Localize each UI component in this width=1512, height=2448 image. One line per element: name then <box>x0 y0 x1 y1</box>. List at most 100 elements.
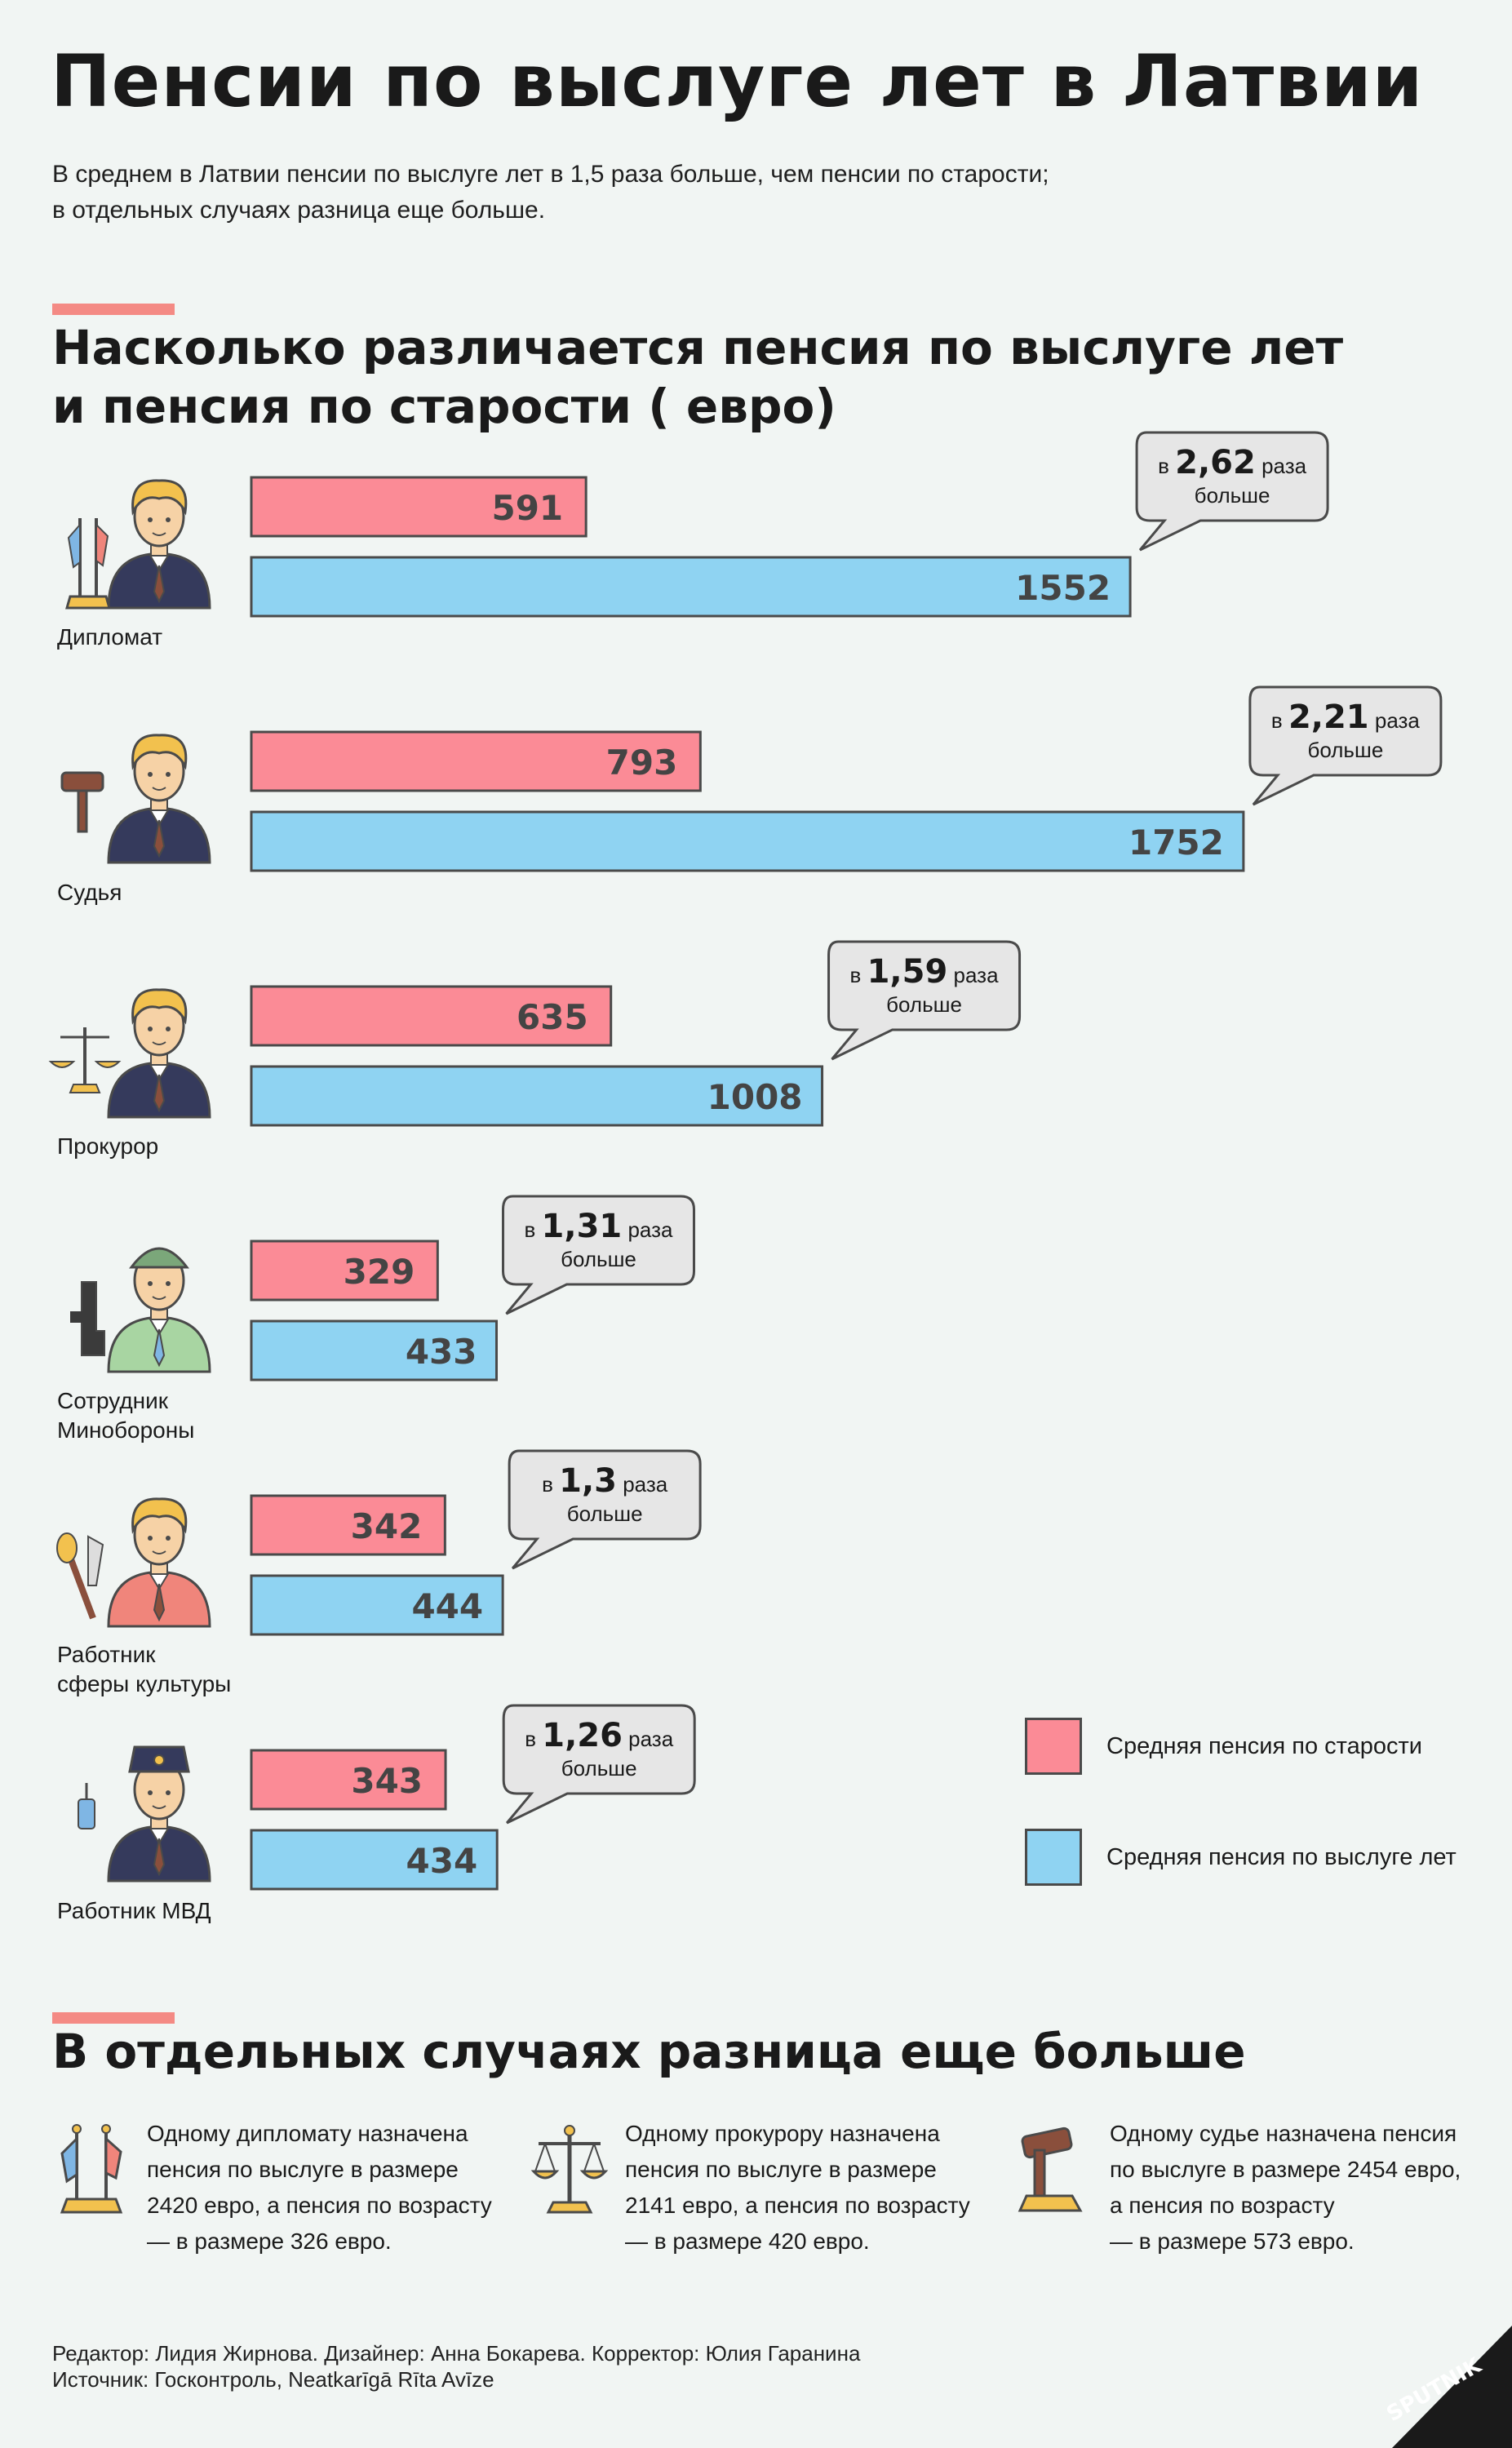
bar-service <box>250 810 1245 872</box>
category-label: Судья <box>57 880 122 905</box>
section2-title: В отдельных случаях разница еще больше <box>52 2024 1246 2079</box>
ratio-callout <box>1135 431 1329 552</box>
bar-value-label: 1752 <box>1128 823 1224 863</box>
case-line: Одному судье назначена пенсия <box>1110 2121 1457 2146</box>
legend-swatch-old-age <box>1025 1718 1082 1775</box>
subtitle-line: В среднем в Латвии пенсии по выслуге лет… <box>52 161 1049 188</box>
bar-old-age <box>250 730 702 792</box>
legend-item-service: Средняя пенсия по выслуге лет <box>1025 1829 1457 1886</box>
bar-old-age <box>250 1749 447 1811</box>
case-line: Одному прокурору назначена <box>625 2121 940 2146</box>
category-label: Дипломат <box>57 624 162 650</box>
case-line: 2141 евро, а пенсия по возрасту <box>625 2193 970 2218</box>
ratio-callout <box>1248 685 1443 806</box>
ratio-line2: больше <box>567 1501 643 1526</box>
legend-label: Средняя пенсия по выслуге лет <box>1106 1843 1457 1870</box>
category-label: Прокурор <box>57 1133 158 1159</box>
case-line: 2420 евро, а пенсия по возрасту <box>147 2193 492 2218</box>
bar-value-label: 434 <box>406 1841 478 1881</box>
ratio-label: в 2,21 раза <box>1271 698 1421 736</box>
bar-service <box>250 1319 499 1381</box>
case-line: по выслуге в размере 2454 евро, <box>1110 2157 1461 2182</box>
ratio-callout <box>502 1195 696 1315</box>
case-line: — в размере 420 евро. <box>625 2228 870 2254</box>
case-line: — в размере 573 евро. <box>1110 2228 1355 2254</box>
case-text: Одному дипломату назначена пенсия по выс… <box>147 2116 522 2260</box>
legend-item-old-age: Средняя пенсия по старости <box>1025 1718 1422 1775</box>
case-line: а пенсия по возрасту <box>1110 2193 1335 2218</box>
brush-icon <box>56 1532 104 1620</box>
subtitle-line: в отдельных случаях разница еще больше. <box>52 197 546 224</box>
ratio-line2: больше <box>561 1247 636 1271</box>
case-line: — в размере 326 евро. <box>147 2228 392 2254</box>
ratio-line2: больше <box>1195 483 1270 508</box>
category-label: Сотрудник <box>57 1388 169 1413</box>
ratio-line2: больше <box>886 992 962 1017</box>
bar-service <box>250 556 1132 618</box>
prosecutor-avatar-icon <box>107 988 211 1119</box>
ratio-label: в 1,26 раза <box>525 1717 674 1754</box>
bar-service <box>250 1829 499 1891</box>
gavel-icon <box>60 771 104 833</box>
category-label: сферы культуры <box>57 1671 231 1696</box>
footer-line: Источник: Госконтроль, Neatkarīgā Rīta A… <box>52 2367 494 2392</box>
bar-value-label: 444 <box>411 1586 483 1626</box>
bar-value-label: 343 <box>351 1761 423 1801</box>
accent-line <box>52 304 175 315</box>
flags-icon <box>60 2124 123 2214</box>
police-avatar-icon <box>107 1745 211 1883</box>
ratio-callout <box>508 1449 702 1570</box>
legend-label: Средняя пенсия по старости <box>1106 1732 1422 1759</box>
case-line: пенсия по выслуге в размере <box>147 2157 459 2182</box>
chart-title: Насколько различается пенсия по выслуге … <box>52 318 1343 436</box>
radio-icon <box>78 1783 95 1829</box>
category-label: Работник <box>57 1642 156 1667</box>
footer-credits: Редактор: Лидия Жирнова. Дизайнер: Анна … <box>52 2340 860 2393</box>
bar-value-label: 591 <box>491 488 563 528</box>
bar-old-age <box>250 985 613 1047</box>
chart-title-line: и пенсия по старости ( евро) <box>52 379 836 434</box>
page-subtitle: В среднем в Латвии пенсии по выслуге лет… <box>52 157 1195 228</box>
case-text: Одному прокурору назначена пенсия по выс… <box>625 2116 1000 2260</box>
ratio-callout <box>502 1704 696 1825</box>
culture-avatar-icon <box>107 1497 211 1628</box>
ratio-label: в 1,31 раза <box>525 1208 674 1245</box>
bar-service <box>250 1065 824 1127</box>
bar-old-age <box>250 1240 439 1302</box>
bar-value-label: 329 <box>344 1252 415 1292</box>
page-title: Пенсии по выслуге лет в Латвии <box>51 39 1424 123</box>
case-line: Одному дипломату назначена <box>147 2121 468 2146</box>
scales-icon <box>530 2125 609 2214</box>
bar-value-label: 1008 <box>707 1077 803 1117</box>
bar-value-label: 1552 <box>1015 568 1111 608</box>
military-avatar-icon <box>107 1247 211 1373</box>
case-text: Одному судье назначена пенсия по выслуге… <box>1110 2116 1485 2260</box>
bar-value-label: 433 <box>406 1332 477 1372</box>
ratio-label: в 1,3 раза <box>542 1462 668 1500</box>
case-line: пенсия по выслуге в размере <box>625 2157 937 2182</box>
bar-old-age <box>250 1494 446 1556</box>
flags-icon <box>65 518 111 610</box>
bar-value-label: 793 <box>606 743 678 783</box>
bar-service <box>250 1574 504 1636</box>
category-label: Работник МВД <box>57 1898 211 1923</box>
ratio-callout <box>827 940 1022 1061</box>
scales-icon <box>48 1027 122 1093</box>
bar-value-label: 635 <box>517 997 588 1037</box>
accent-line <box>52 2012 175 2024</box>
sputnik-logo: SPUTNIK <box>1383 2326 1512 2448</box>
judge-avatar-icon <box>107 734 211 864</box>
ratio-line2: больше <box>561 1756 637 1781</box>
gavel-icon <box>1018 2126 1083 2212</box>
diplomat-avatar-icon <box>107 479 211 610</box>
category-label: Минобороны <box>57 1417 194 1443</box>
ratio-label: в 1,59 раза <box>850 953 1000 991</box>
chart-title-line: Насколько различается пенсия по выслуге … <box>52 320 1344 375</box>
bar-value-label: 342 <box>351 1506 423 1546</box>
rifle-icon <box>70 1281 105 1356</box>
bar-old-age <box>250 476 588 538</box>
legend-swatch-service <box>1025 1829 1082 1886</box>
ratio-line2: больше <box>1307 738 1383 762</box>
footer-line: Редактор: Лидия Жирнова. Дизайнер: Анна … <box>52 2341 861 2366</box>
